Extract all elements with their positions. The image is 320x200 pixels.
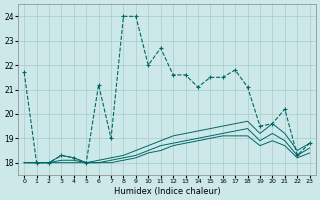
X-axis label: Humidex (Indice chaleur): Humidex (Indice chaleur): [114, 187, 220, 196]
